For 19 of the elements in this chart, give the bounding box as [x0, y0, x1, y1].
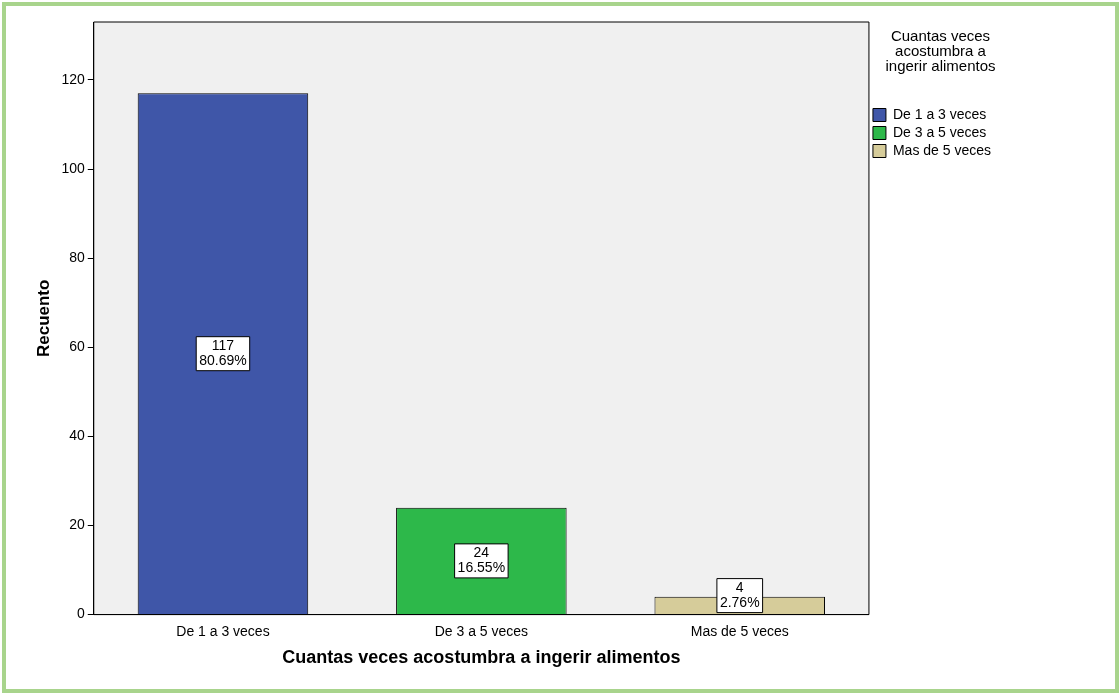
y-axis-title: Recuento [33, 279, 53, 358]
x-axis-title: Cuantas veces acostumbra a ingerir alimentos [282, 647, 681, 668]
legend-title: Cuantas veces acostumbra a ingerir alimentos [884, 27, 997, 74]
y-tick-label: 80 [69, 249, 85, 266]
legend-label: De 3 a 5 veces [892, 123, 987, 140]
x-tick-label: Mas de 5 veces [690, 622, 789, 639]
y-tick-label: 40 [69, 427, 85, 444]
data-label: 117 80.69% [199, 337, 247, 369]
legend-label: Mas de 5 veces [892, 141, 992, 158]
x-tick-label: De 3 a 5 veces [434, 622, 529, 639]
y-tick-label: 120 [61, 70, 85, 87]
y-tick-label: 60 [69, 338, 85, 355]
x-tick-label: De 1 a 3 veces [176, 622, 270, 639]
data-label: 24 16.55% [457, 544, 506, 576]
y-tick-label: 0 [76, 605, 85, 622]
legend-label: De 1 a 3 veces [892, 105, 987, 122]
y-tick-label: 100 [61, 159, 85, 176]
data-label: 4 2.76% [719, 578, 760, 610]
y-tick-label: 20 [69, 516, 85, 533]
